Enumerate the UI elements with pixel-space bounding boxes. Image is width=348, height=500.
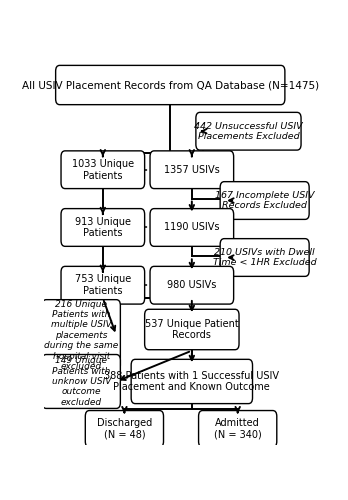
Text: 537 Unique Patient
Records: 537 Unique Patient Records bbox=[145, 318, 239, 340]
Text: 980 USIVs: 980 USIVs bbox=[167, 280, 216, 290]
FancyBboxPatch shape bbox=[42, 300, 120, 371]
FancyBboxPatch shape bbox=[150, 151, 234, 188]
Text: 167 Incomplete USIV
Records Excluded: 167 Incomplete USIV Records Excluded bbox=[215, 191, 314, 210]
Text: 442 Unsuccessful USIV
Placements Excluded: 442 Unsuccessful USIV Placements Exclude… bbox=[194, 122, 303, 141]
Text: 1357 USIVs: 1357 USIVs bbox=[164, 164, 220, 174]
FancyBboxPatch shape bbox=[42, 354, 120, 408]
Text: Discharged
(N = 48): Discharged (N = 48) bbox=[97, 418, 152, 440]
Text: 1190 USIVs: 1190 USIVs bbox=[164, 222, 220, 232]
Text: All USIV Placement Records from QA Database (N=1475): All USIV Placement Records from QA Datab… bbox=[22, 80, 319, 90]
Text: 216 Unique
Patients with
multiple USIV
placements
during the same
hospital visit: 216 Unique Patients with multiple USIV p… bbox=[44, 300, 118, 371]
FancyBboxPatch shape bbox=[85, 410, 164, 447]
FancyBboxPatch shape bbox=[145, 310, 239, 350]
FancyBboxPatch shape bbox=[150, 208, 234, 246]
FancyBboxPatch shape bbox=[61, 266, 145, 304]
FancyBboxPatch shape bbox=[61, 151, 145, 188]
Text: 210 USIVs with Dwell
Time < 1HR Excluded: 210 USIVs with Dwell Time < 1HR Excluded bbox=[213, 248, 316, 267]
Text: 753 Unique
Patients: 753 Unique Patients bbox=[75, 274, 131, 296]
Text: 149 Unique
Patients with
unknow USIV
outcome
excluded: 149 Unique Patients with unknow USIV out… bbox=[52, 356, 111, 407]
Text: 913 Unique
Patients: 913 Unique Patients bbox=[75, 216, 131, 238]
FancyBboxPatch shape bbox=[220, 182, 309, 220]
FancyBboxPatch shape bbox=[220, 238, 309, 277]
FancyBboxPatch shape bbox=[196, 112, 301, 150]
FancyBboxPatch shape bbox=[56, 66, 285, 104]
FancyBboxPatch shape bbox=[150, 266, 234, 304]
FancyBboxPatch shape bbox=[199, 410, 277, 447]
FancyBboxPatch shape bbox=[131, 360, 253, 404]
Text: Admitted
(N = 340): Admitted (N = 340) bbox=[214, 418, 262, 440]
Text: 388 Patients with 1 Successful USIV
Placement and Known Outcome: 388 Patients with 1 Successful USIV Plac… bbox=[104, 370, 279, 392]
FancyBboxPatch shape bbox=[61, 208, 145, 246]
Text: 1033 Unique
Patients: 1033 Unique Patients bbox=[72, 159, 134, 180]
